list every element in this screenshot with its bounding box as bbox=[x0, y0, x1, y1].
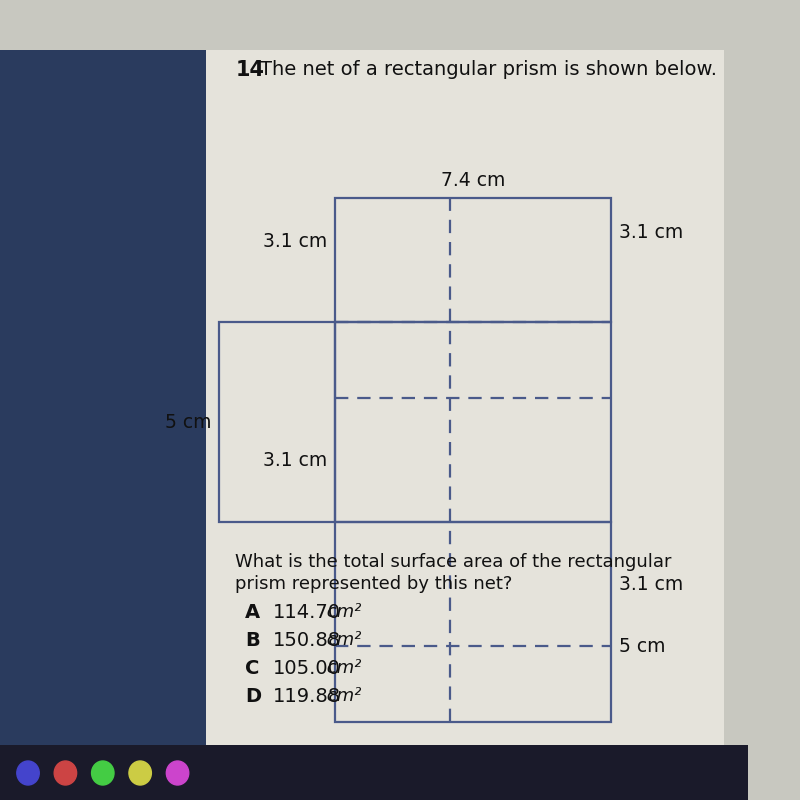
Bar bbox=[218, 322, 334, 522]
Text: 3.1 cm: 3.1 cm bbox=[618, 223, 683, 242]
Circle shape bbox=[129, 761, 151, 785]
Text: 105.00: 105.00 bbox=[273, 658, 341, 678]
Text: C: C bbox=[245, 658, 259, 678]
Text: The net of a rectangular prism is shown below.: The net of a rectangular prism is shown … bbox=[260, 60, 717, 79]
Text: cm²: cm² bbox=[321, 687, 361, 705]
Text: cm²: cm² bbox=[321, 659, 361, 677]
Text: prism represented by this net?: prism represented by this net? bbox=[235, 575, 513, 593]
Text: What is the total surface area of the rectangular: What is the total surface area of the re… bbox=[235, 553, 672, 571]
Circle shape bbox=[17, 761, 39, 785]
Text: 150.88: 150.88 bbox=[273, 630, 341, 650]
Text: cm²: cm² bbox=[321, 603, 361, 621]
Text: 3.1 cm: 3.1 cm bbox=[263, 232, 327, 251]
Text: D: D bbox=[245, 686, 261, 706]
Text: 5 cm: 5 cm bbox=[165, 413, 211, 431]
Text: 5 cm: 5 cm bbox=[618, 637, 665, 655]
Text: 3.1 cm: 3.1 cm bbox=[618, 574, 683, 594]
Text: 14: 14 bbox=[235, 60, 265, 80]
Circle shape bbox=[91, 761, 114, 785]
Circle shape bbox=[166, 761, 189, 785]
Text: 7.4 cm: 7.4 cm bbox=[441, 171, 505, 190]
Bar bbox=[334, 198, 611, 322]
Text: 114.70: 114.70 bbox=[273, 602, 341, 622]
Circle shape bbox=[54, 761, 77, 785]
Bar bbox=[334, 322, 611, 522]
Text: B: B bbox=[245, 630, 259, 650]
Text: A: A bbox=[245, 602, 260, 622]
Text: 3.1 cm: 3.1 cm bbox=[263, 450, 327, 470]
Bar bbox=[0, 745, 747, 800]
Text: cm²: cm² bbox=[321, 631, 361, 649]
Bar bbox=[206, 50, 724, 745]
Text: 119.88: 119.88 bbox=[273, 686, 341, 706]
Bar bbox=[334, 522, 611, 722]
Bar bbox=[0, 50, 206, 745]
